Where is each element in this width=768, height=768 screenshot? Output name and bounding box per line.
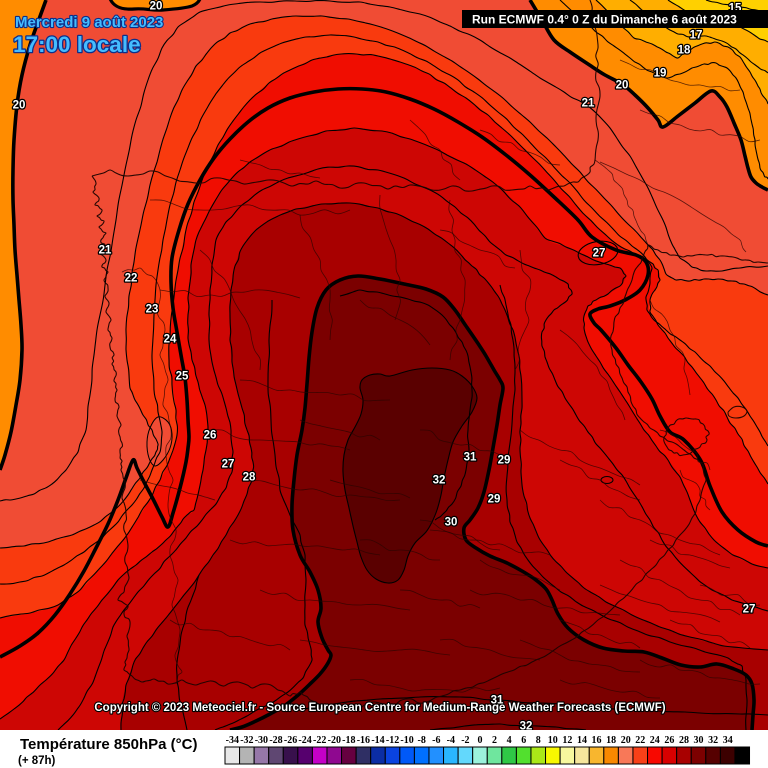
svg-text:-28: -28 [269, 735, 282, 746]
svg-text:23: 23 [146, 304, 159, 316]
svg-text:18: 18 [606, 735, 616, 746]
svg-text:Run ECMWF 0.4° 0 Z du Dimanche: Run ECMWF 0.4° 0 Z du Dimanche 6 août 20… [472, 13, 737, 27]
svg-text:10: 10 [548, 735, 558, 746]
svg-text:-32: -32 [240, 735, 253, 746]
svg-text:-8: -8 [418, 735, 426, 746]
svg-text:4: 4 [507, 735, 512, 746]
svg-text:-22: -22 [313, 735, 326, 746]
svg-text:Copyright © 2023 Meteociel.fr: Copyright © 2023 Meteociel.fr - Source E… [94, 702, 665, 714]
svg-text:28: 28 [243, 472, 256, 484]
svg-text:16: 16 [592, 735, 602, 746]
svg-text:20: 20 [616, 80, 629, 92]
svg-text:27: 27 [222, 459, 235, 471]
svg-text:28: 28 [679, 735, 689, 746]
svg-text:32: 32 [433, 475, 446, 487]
svg-text:-20: -20 [328, 735, 341, 746]
svg-text:Température 850hPa (°C): Température 850hPa (°C) [20, 736, 197, 753]
svg-text:19: 19 [654, 68, 667, 80]
svg-text:30: 30 [694, 735, 704, 746]
svg-text:-6: -6 [432, 735, 440, 746]
svg-text:-14: -14 [371, 735, 384, 746]
svg-text:(+ 87h): (+ 87h) [18, 755, 56, 767]
svg-text:-4: -4 [447, 735, 455, 746]
svg-text:-30: -30 [255, 735, 268, 746]
svg-text:29: 29 [498, 455, 511, 467]
svg-text:26: 26 [664, 735, 674, 746]
svg-text:17: 17 [690, 30, 703, 42]
svg-text:29: 29 [488, 494, 501, 506]
svg-text:6: 6 [521, 735, 526, 746]
svg-text:2: 2 [492, 735, 497, 746]
svg-text:8: 8 [536, 735, 541, 746]
svg-text:34: 34 [723, 735, 733, 746]
svg-text:22: 22 [125, 273, 138, 285]
svg-text:-34: -34 [226, 735, 239, 746]
svg-text:-26: -26 [284, 735, 297, 746]
svg-text:18: 18 [678, 45, 691, 57]
svg-text:14: 14 [577, 735, 587, 746]
svg-text:27: 27 [593, 248, 606, 260]
svg-text:27: 27 [743, 604, 756, 616]
svg-text:24: 24 [650, 735, 660, 746]
svg-text:-10: -10 [400, 735, 413, 746]
svg-text:0: 0 [478, 735, 483, 746]
svg-text:31: 31 [464, 452, 477, 464]
svg-text:20: 20 [621, 735, 631, 746]
svg-text:22: 22 [635, 735, 645, 746]
svg-text:Mercredi 9 août 2023: Mercredi 9 août 2023 [15, 14, 163, 31]
svg-text:20: 20 [150, 1, 163, 13]
svg-text:-12: -12 [386, 735, 399, 746]
svg-text:21: 21 [582, 98, 595, 110]
svg-text:-18: -18 [342, 735, 355, 746]
svg-text:32: 32 [708, 735, 718, 746]
svg-text:-2: -2 [461, 735, 469, 746]
svg-text:17:00 locale: 17:00 locale [13, 32, 141, 57]
svg-text:-24: -24 [298, 735, 311, 746]
svg-text:25: 25 [176, 371, 189, 383]
svg-text:-16: -16 [357, 735, 370, 746]
svg-text:21: 21 [99, 245, 112, 257]
svg-text:30: 30 [445, 517, 458, 529]
svg-text:31: 31 [491, 695, 504, 707]
svg-text:24: 24 [164, 334, 177, 346]
svg-text:12: 12 [562, 735, 572, 746]
svg-text:20: 20 [13, 100, 26, 112]
svg-text:26: 26 [204, 430, 217, 442]
